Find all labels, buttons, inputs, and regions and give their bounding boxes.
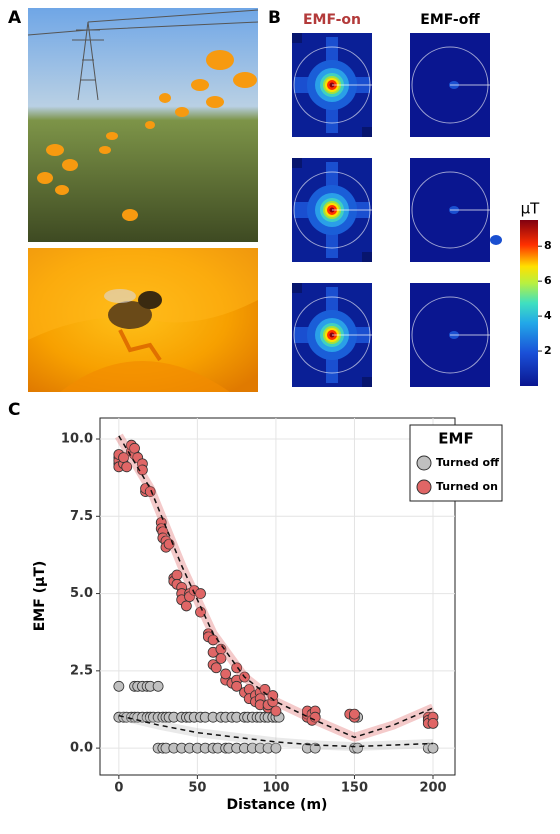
point <box>427 742 439 754</box>
colorbar-tick-label: 4 <box>544 309 552 322</box>
panel-label: B <box>268 8 281 28</box>
point <box>349 708 360 720</box>
point <box>210 662 222 674</box>
point <box>220 668 232 680</box>
emf-map <box>409 282 491 388</box>
point <box>113 680 125 692</box>
x-tick-label: 50 <box>188 781 206 796</box>
legend-marker <box>416 455 432 471</box>
emf-map <box>291 32 373 138</box>
point <box>231 680 243 692</box>
column-title: EMF-on <box>303 12 361 28</box>
colorbar-title: μT <box>521 200 541 218</box>
legend-label: Turned off <box>436 456 499 469</box>
fit-line <box>118 714 434 748</box>
x-tick-label: 100 <box>262 781 289 796</box>
x-tick-label: 0 <box>114 781 123 796</box>
emf-map <box>409 32 491 138</box>
legend-marker <box>416 479 432 495</box>
photo-field <box>27 8 259 242</box>
point <box>121 461 133 473</box>
panel-label: C <box>8 400 20 420</box>
panel-label: A <box>8 8 22 28</box>
colorbar <box>520 220 538 386</box>
fit-line <box>118 435 434 739</box>
colorbar-tick-label: 2 <box>544 344 552 357</box>
point <box>270 705 282 717</box>
emf-map <box>409 157 491 263</box>
point <box>195 588 206 599</box>
point <box>427 717 439 729</box>
colorbar-tick-label: 8 <box>544 239 552 252</box>
emf-map <box>291 157 373 263</box>
legend-label: Turned on <box>436 480 498 493</box>
x-tick-label: 150 <box>341 781 368 796</box>
emf-map <box>291 282 373 388</box>
legend-title: EMF <box>438 430 473 448</box>
y-tick-label: 7.5 <box>70 509 93 524</box>
y-tick-label: 5.0 <box>70 586 93 601</box>
y-axis-label: EMF (µT) <box>32 561 48 632</box>
photo-bee <box>28 248 258 392</box>
y-tick-label: 0.0 <box>70 741 93 756</box>
y-tick-label: 10.0 <box>61 432 93 447</box>
point <box>270 742 282 754</box>
x-axis-label: Distance (m) <box>227 797 328 813</box>
point <box>215 653 227 664</box>
data <box>113 433 439 754</box>
y-tick-label: 2.5 <box>70 663 93 678</box>
colorbar-tick-label: 6 <box>544 274 552 287</box>
point <box>180 600 192 612</box>
column-title: EMF-off <box>420 12 480 28</box>
x-tick-label: 200 <box>419 781 446 796</box>
point <box>152 680 164 692</box>
map-blob <box>490 235 502 245</box>
